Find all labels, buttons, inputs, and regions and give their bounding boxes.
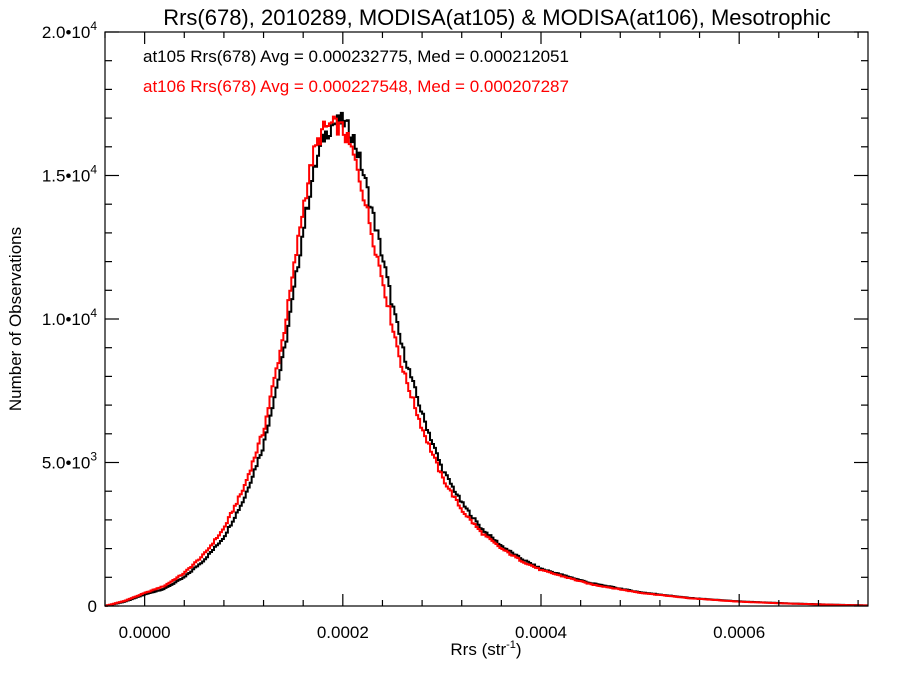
- x-tick-label: 0.0006: [713, 623, 765, 642]
- x-tick-label: 0.0004: [515, 623, 567, 642]
- annotation-at105: at105 Rrs(678) Avg = 0.000232775, Med = …: [143, 47, 569, 66]
- x-axis-label-tail: ): [516, 640, 522, 659]
- x-tick-label: 0.0002: [317, 623, 369, 642]
- chart-title: Rrs(678), 2010289, MODISA(at105) & MODIS…: [163, 5, 831, 30]
- y-tick-label: 2.0•104: [42, 19, 98, 42]
- x-axis-label-main: Rrs (str: [450, 640, 506, 659]
- axis-layer: 0.0000 0.0002 0.0004 0.0006 0 5.0•103 1.0•104 1…: [42, 19, 868, 642]
- x-tick-label: 0.0000: [119, 623, 171, 642]
- y-tick-label: 1.5•104: [42, 163, 98, 186]
- y-tick-label: 5.0•103: [42, 450, 98, 473]
- x-axis-label-sup: -1: [506, 639, 516, 651]
- y-tick-label: 1.0•104: [42, 306, 98, 329]
- x-axis-label: Rrs (str-1): [450, 639, 521, 659]
- y-tick-label: 0: [88, 597, 97, 616]
- y-axis-label: Number of Observations: [6, 227, 25, 411]
- annotation-at106: at106 Rrs(678) Avg = 0.000227548, Med = …: [143, 77, 569, 96]
